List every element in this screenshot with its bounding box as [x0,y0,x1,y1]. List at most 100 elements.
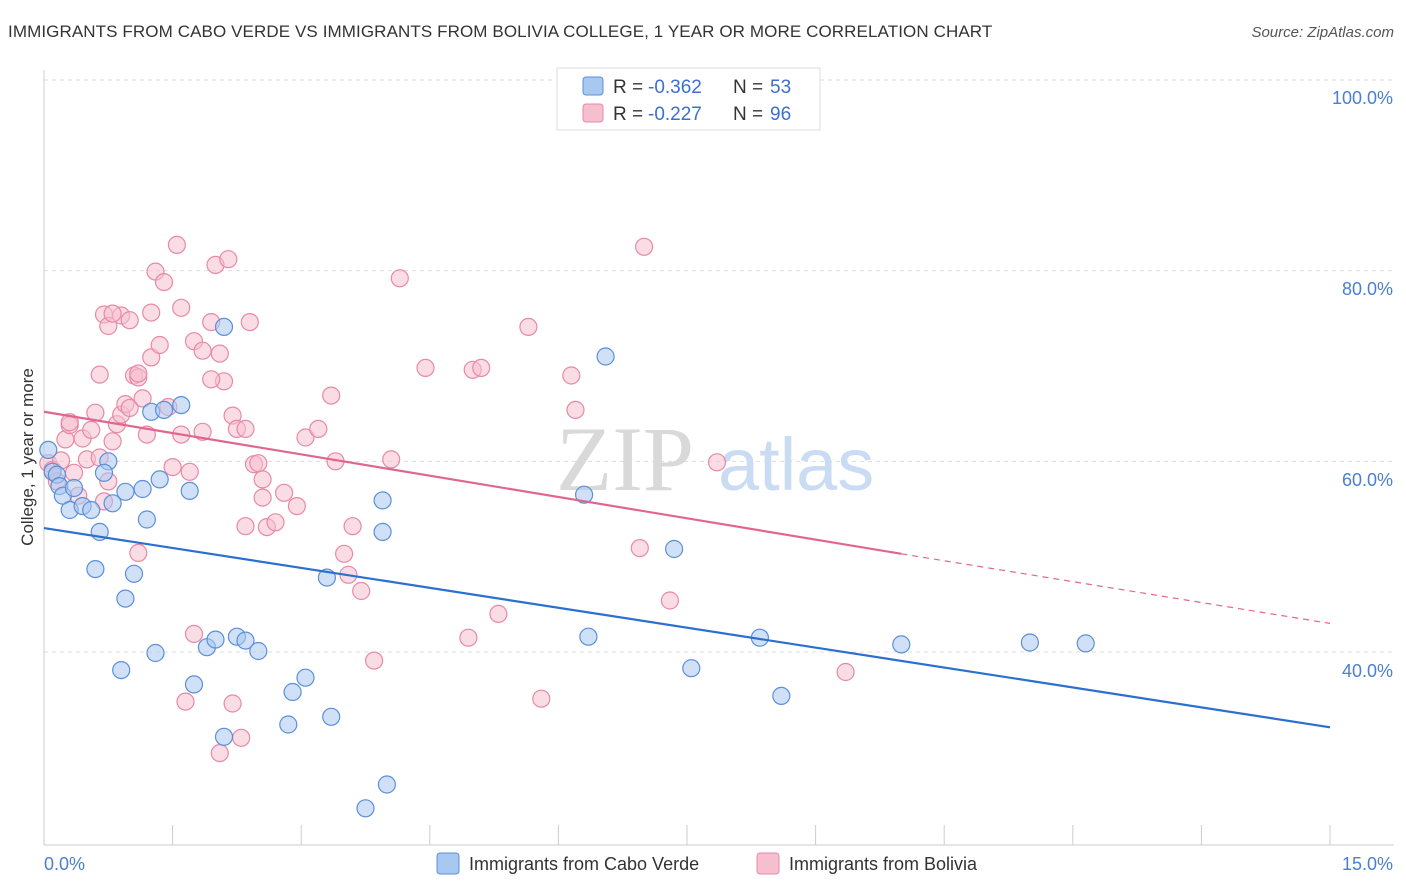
scatter-point [377,775,396,794]
scatter-point [416,358,435,377]
scatter-point [142,303,161,322]
scatter-point [682,659,701,678]
scatter-point [124,564,144,583]
scatter-point [206,630,225,649]
scatter-point [596,347,615,366]
scatter-point [129,543,148,563]
scatter-point [519,317,538,336]
scatter-point [253,488,272,507]
scatter-point [103,304,122,323]
scatter-point [532,689,551,708]
gridlines [44,79,1394,653]
scatter-point [634,237,654,256]
scatter-point [1020,633,1040,652]
scatter-point [472,358,491,377]
scatter-point [39,440,58,459]
scatter-point [163,458,182,477]
scatter-point [296,668,315,687]
scatter-point [137,510,156,529]
scatter-point [574,485,594,504]
bottom-legend-swatch-pink [756,852,780,875]
scatter-point [707,453,727,472]
scatter-point [489,604,508,624]
scatter-point [287,497,306,516]
scatter-point [210,743,229,763]
scatter-point [249,641,268,661]
scatter-point [219,250,238,269]
scatter-point [566,400,585,419]
scatter-point [146,643,165,663]
legend-n-label: N = [733,77,763,98]
legend-r-value: -0.227 [648,104,702,125]
scatter-point [64,463,84,482]
scatter-point [223,694,242,713]
scatter-point [86,559,105,579]
scatter-point [214,317,234,336]
legend-r-label: R = [613,77,643,98]
scatter-point [373,491,392,510]
bottom-legend-label: Immigrants from Bolivia [789,854,978,874]
scatter-point [309,419,328,438]
x-tick-label: 0.0% [44,854,85,874]
chart-title: IMMIGRANTS FROM CABO VERDE VS IMMIGRANTS… [8,22,993,41]
scatter-point [275,483,294,502]
bottom-legend-swatch-blue [436,852,460,875]
scatter-point [279,715,298,734]
scatter-point [60,413,79,432]
scatter-point [253,470,272,489]
scatter-point [150,335,169,355]
legend: R = -0.362 N = 53 R = -0.227 N = 96 [556,67,821,131]
scatter-point [664,539,684,559]
scatter-point [236,631,255,650]
legend-n-value: 96 [770,104,791,125]
scatter-point [232,728,251,747]
scatter-point [382,450,401,469]
scatter-point [82,500,101,520]
scatter-point [240,313,259,332]
scatter-point [133,389,152,408]
scatter-point [459,628,478,647]
scatter-point [343,517,362,536]
scatter-point [352,581,371,601]
y-tick-label: 80.0% [1342,279,1393,299]
scatter-point [296,428,315,447]
scatter-point [236,419,255,438]
scatter-point [892,635,911,654]
scatter-point [214,727,234,746]
scatter-point [249,454,268,473]
scatter-point [390,269,409,288]
scatter-point [365,651,384,670]
scatter-point [562,366,581,385]
bottom-legend: Immigrants from Cabo Verde Immigrants fr… [436,852,978,875]
scatter-point [373,522,392,542]
scatter-point [103,494,122,513]
scatter-point [154,400,174,419]
scatter-point [1076,634,1095,653]
legend-swatch-blue [582,76,604,96]
trend-lines [43,410,1331,729]
scatter-point [120,398,139,417]
scatter-point [116,589,135,608]
scatter-point [176,692,195,711]
bottom-legend-label: Immigrants from Cabo Verde [469,854,699,874]
scatter-point [356,799,375,818]
scatter-point [172,396,191,415]
scatter-point [184,675,204,694]
x-axis-ticks [172,825,1331,845]
scatter-point [150,470,169,489]
scatter-point [322,386,341,405]
scatter-point [120,311,139,330]
y-tick-label: 60.0% [1342,470,1393,490]
scatter-point [154,273,174,292]
y-tick-label: 40.0% [1342,661,1393,681]
legend-n-label: N = [733,104,763,125]
scatter-point [116,482,135,501]
source-label: Source: ZipAtlas.com [1251,24,1394,41]
scatter-point [172,298,191,317]
bolivia-points [39,235,855,763]
trend-line-bolivia-extension [901,553,1331,624]
scatter-point [266,513,285,532]
scatter-point [193,341,212,360]
y-axis-label: College, 1 year or more [18,368,37,546]
scatter-point [236,517,255,536]
